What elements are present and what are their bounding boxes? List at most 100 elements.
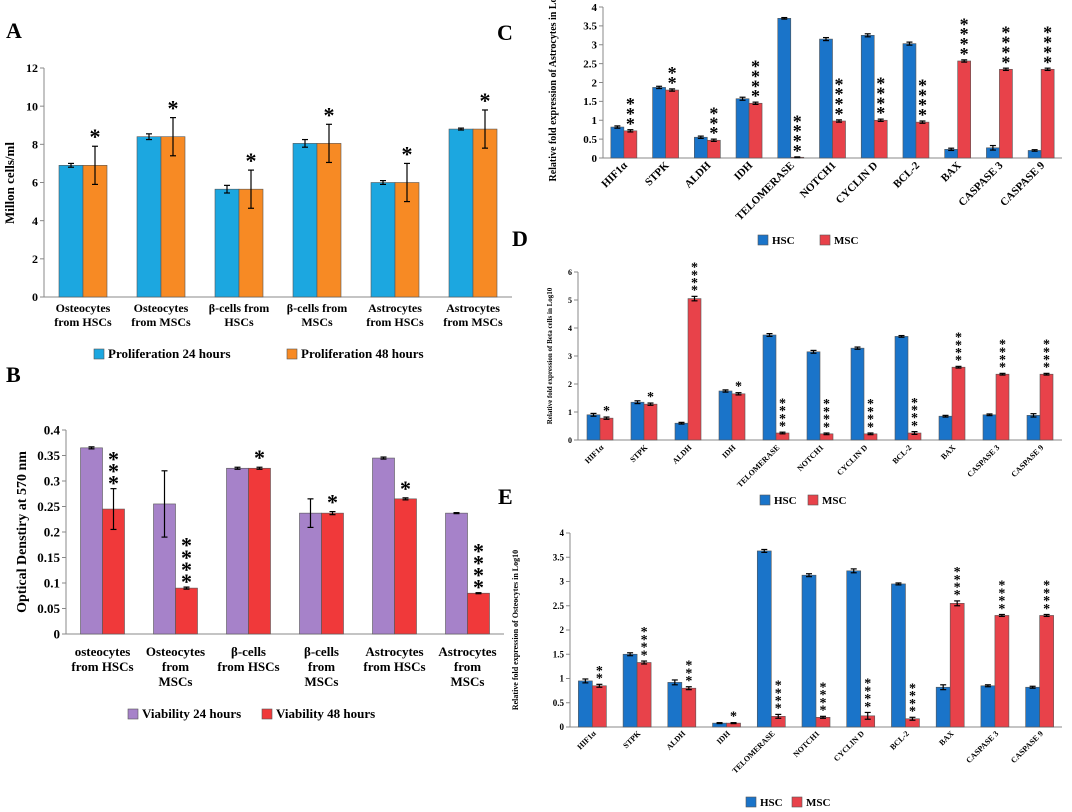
significance-star-c: *: [709, 123, 718, 143]
significance-star-c: *: [835, 84, 844, 104]
bar-c-s1: [819, 38, 833, 159]
bar-e-s2: [636, 662, 652, 728]
significance-star-c: *: [1043, 32, 1052, 52]
bar-a-s1: [370, 182, 396, 298]
category-label-line-b: Osteocytes: [146, 644, 205, 659]
y-tick-label-d: 5: [568, 296, 572, 305]
bar-d-s1: [850, 347, 865, 441]
significance-d: * * * *: [955, 331, 962, 369]
bar-d-s1: [718, 390, 733, 441]
category-label-e: TELOMERASE: [730, 729, 776, 775]
significance-star-e: *: [1043, 579, 1050, 594]
bar-c-s1: [694, 136, 708, 159]
category-label-line-b: Astrocytes: [438, 644, 496, 659]
y-tick-label-e: 2: [560, 625, 565, 635]
significance-star-c: *: [751, 76, 760, 96]
significance-d: * * * *: [911, 396, 918, 434]
significance-b: *: [400, 476, 411, 501]
significance-star-b: *: [181, 557, 192, 582]
significance-star-e: *: [775, 694, 782, 709]
significance-star-c: *: [793, 141, 802, 161]
significance-star-d: *: [911, 404, 918, 419]
bar-c-s2: [915, 121, 930, 159]
category-label-d: HIF1α: [583, 443, 606, 466]
significance-b: ***: [108, 446, 119, 495]
significance-star-b: *: [108, 446, 119, 471]
significance-star-d: *: [867, 420, 874, 435]
significance-d: *: [603, 404, 610, 419]
bar-a-s1: [58, 165, 84, 298]
significance-e: * * * *: [820, 681, 827, 719]
significance-c: ****: [960, 14, 969, 64]
legend-swatch-c: [819, 234, 831, 246]
category-label-c: CASPASE 9: [998, 159, 1048, 209]
bar-c-s2: [957, 60, 971, 159]
category-label-e: BAX: [937, 729, 955, 747]
y-tick-label-e: 1: [560, 674, 565, 684]
significance-star-e: *: [820, 681, 827, 696]
significance-star-d: *: [691, 276, 698, 291]
bar-c-s2: [665, 89, 679, 159]
bar-e-s2: [681, 687, 697, 728]
y-tick-label-b: 0.1: [44, 576, 60, 591]
significance-star-c: *: [668, 63, 677, 83]
legend-label-b: Viability 48 hours: [276, 706, 375, 721]
bar-d-s1: [982, 414, 997, 441]
significance-a: *: [324, 102, 335, 127]
category-label-e: HIF1α: [575, 729, 598, 752]
significance-star-c: *: [751, 66, 760, 86]
category-label-e: STPK: [621, 729, 643, 751]
significance-a: *: [402, 141, 413, 166]
significance-star-c: *: [876, 83, 885, 103]
significance-c: ****: [876, 74, 885, 124]
significance-star-c: *: [668, 73, 677, 93]
significance-a: *: [246, 148, 257, 173]
legend-swatch-d: [759, 494, 771, 506]
y-tick-label-d: 3: [568, 352, 572, 361]
significance-e: *: [730, 710, 737, 725]
significance-star-e: *: [1043, 586, 1050, 601]
significance-star-e: *: [864, 692, 871, 707]
significance-star-d: *: [911, 396, 918, 411]
significance-star-b: *: [181, 533, 192, 558]
significance-star-e: *: [1043, 594, 1050, 609]
significance-star-d: *: [1043, 361, 1050, 376]
bar-b-s1: [445, 512, 468, 635]
significance-star-d: *: [911, 411, 918, 426]
y-axis-label-a: Millon cells/ml: [2, 142, 17, 224]
significance-star-d: *: [691, 261, 698, 276]
y-tick-label-b: 0.2: [44, 525, 60, 540]
significance-e: * * * *: [998, 579, 1005, 617]
legend-swatch-e: [745, 796, 757, 808]
legend-label-d: MSC: [822, 495, 847, 507]
significance-c: ****: [751, 57, 760, 107]
category-label-b: Astrocytes from MSCs: [438, 644, 496, 689]
legend-swatch-b: [261, 708, 273, 720]
category-label-line-b: Astrocytes: [365, 644, 423, 659]
significance-star-d: *: [779, 404, 786, 419]
y-tick-label-e: 0.5: [553, 698, 565, 708]
bar-b-s1: [299, 512, 322, 635]
bar-c-s1: [610, 126, 625, 159]
significance-c: ****: [1001, 23, 1010, 73]
significance-a: *: [90, 124, 101, 149]
significance-c: ****: [835, 74, 844, 124]
y-axis-label-e: Relative fold expression of Osteocytes i…: [511, 550, 520, 710]
bar-d-s2: [1039, 373, 1054, 441]
panel-letter-a: A: [6, 18, 22, 43]
bar-d-s2: [643, 403, 658, 441]
significance-star-c: *: [1001, 23, 1010, 43]
significance-star-c: *: [960, 34, 969, 54]
significance-b: ****: [181, 533, 192, 594]
category-label-a: Astrocytes from HSCs: [366, 301, 424, 329]
category-label-line-a: Astrocytes: [446, 301, 500, 315]
y-tick-label-a: 12: [26, 61, 38, 75]
bar-c-s2: [873, 119, 888, 159]
significance-c: ****: [918, 75, 927, 125]
y-tick-label-d: 2: [568, 380, 572, 389]
significance-e: * * * *: [864, 677, 871, 715]
y-tick-label-d: 6: [568, 268, 572, 277]
legend-label-a: Proliferation 24 hours: [108, 346, 231, 361]
y-axis-label-b: Optical Denstiry at 570 nm: [15, 451, 30, 613]
category-label-line-b: osteocytes: [75, 644, 131, 659]
